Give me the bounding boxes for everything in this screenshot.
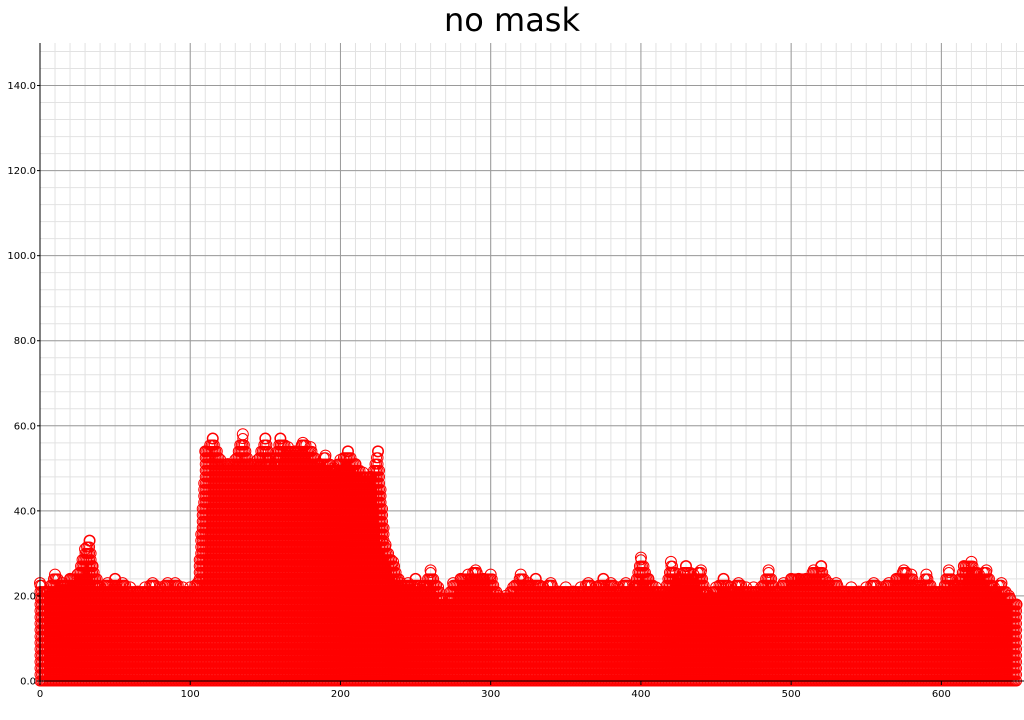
chart-title: no mask <box>443 1 580 39</box>
data-point <box>91 573 103 585</box>
data-point <box>85 547 97 559</box>
data-points <box>34 428 1023 687</box>
data-point <box>85 554 97 566</box>
data-point <box>88 567 100 579</box>
